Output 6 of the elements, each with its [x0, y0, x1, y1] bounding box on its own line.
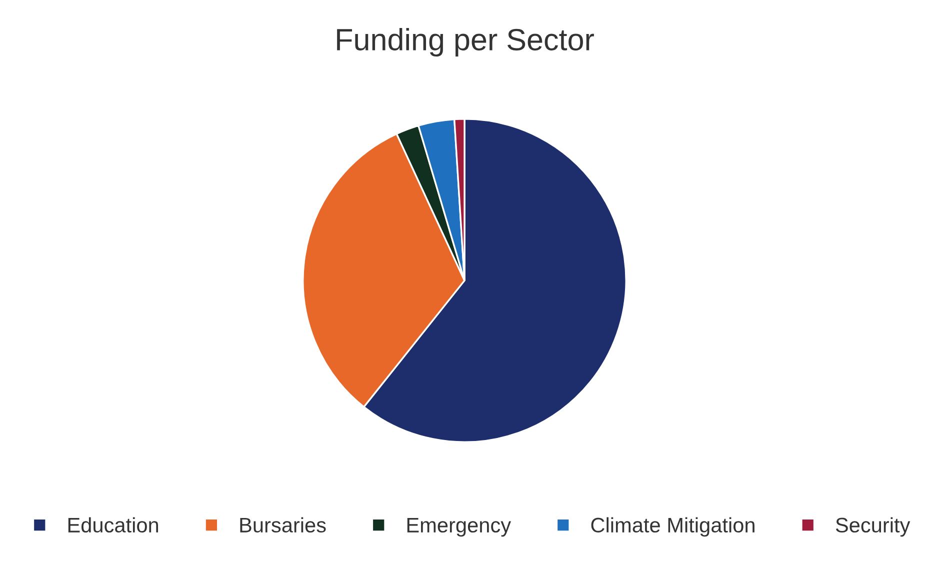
legend-label: Bursaries: [240, 517, 326, 533]
legend-label: Education: [68, 517, 158, 533]
legend-label: Climate Mitigation: [591, 517, 754, 537]
chart-title: Funding per Sector: [337, 28, 594, 57]
legend-label: Emergency: [407, 518, 512, 537]
legend-label: Security: [836, 517, 910, 537]
